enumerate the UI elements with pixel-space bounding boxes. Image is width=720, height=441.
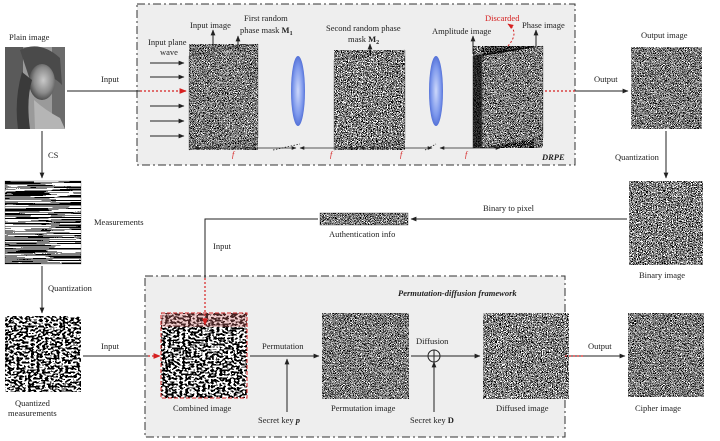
quantized-measurements-image	[5, 316, 81, 392]
focal-label-1: f	[232, 150, 236, 159]
label-pointer-arrows	[210, 29, 539, 56]
binary-image	[629, 181, 703, 265]
input-image-label: Input image	[190, 20, 231, 30]
diffused-image-label: Diffused image	[496, 403, 549, 413]
quantization-left-label: Quantization	[48, 283, 93, 293]
permutation-image	[322, 313, 409, 399]
plain-image	[5, 46, 65, 129]
phase-image-label: Phase image	[522, 20, 565, 30]
diffused-image	[483, 313, 569, 399]
framework-title: Permutation-diffusion framework	[398, 288, 517, 298]
quantized-measurements-label-2: measurements	[8, 408, 57, 418]
second-mask-label-1: Second random phase	[326, 23, 401, 33]
authentication-info-strip	[319, 212, 409, 226]
output-image-label: Output image	[641, 30, 688, 40]
input-plane-wave-label-2: wave	[160, 47, 178, 57]
focal-label-4: f	[465, 150, 469, 159]
cs-label: CS	[48, 150, 59, 160]
measurements-image	[4, 180, 82, 265]
measurements-label: Measurements	[94, 217, 144, 227]
quantization-right-label: Quantization	[615, 152, 660, 162]
binary-image-label: Binary image	[639, 270, 685, 280]
second-random-phase-mask	[333, 49, 406, 151]
input-auth-label: Input	[213, 241, 232, 251]
output-bottom-label: Output	[588, 341, 612, 351]
binary-to-pixel-label: Binary to pixel	[483, 203, 535, 213]
lens2-dotted-link	[424, 143, 437, 151]
amplitude-image-label: Amplitude image	[432, 26, 491, 36]
input-top-label: Input	[101, 74, 120, 84]
second-mask-label-2: mask M2	[348, 34, 379, 46]
first-mask-label-2: phase mask M1	[240, 25, 293, 37]
quantized-measurements-label-1: Quantized	[15, 398, 51, 408]
focal-label-2: f	[330, 150, 334, 159]
input-image-plane	[188, 43, 259, 151]
drpe-label: DRPE	[541, 152, 565, 162]
permutation-label: Permutation	[262, 341, 304, 351]
discarded-label: Discarded	[485, 13, 520, 23]
output-image	[631, 47, 702, 129]
focal-label-3: f	[400, 150, 404, 159]
phase-image-plane	[481, 45, 544, 149]
secret-key-p-label: Secret key p	[258, 415, 300, 425]
input-plane-wave-label-1: Input plane	[148, 37, 187, 47]
authentication-info-label: Authentication info	[329, 229, 395, 239]
input-bottom-label: Input	[101, 341, 120, 351]
plain-image-label: Plain image	[9, 32, 50, 42]
lens-1	[291, 56, 305, 126]
first-mask-label-1: First random	[244, 13, 288, 23]
permutation-image-label: Permutation image	[331, 403, 396, 413]
plane-wave-arrows	[150, 60, 185, 139]
lens-2	[429, 56, 443, 126]
combined-image	[160, 312, 248, 399]
cipher-image	[628, 313, 704, 397]
flow-connectors	[39, 88, 669, 412]
output-top-label: Output	[594, 74, 618, 84]
combined-image-label: Combined image	[173, 403, 232, 413]
secret-key-d-label: Secret key D	[410, 415, 454, 425]
cipher-image-label: Cipher image	[635, 403, 681, 413]
diffusion-label: Diffusion	[416, 336, 449, 346]
